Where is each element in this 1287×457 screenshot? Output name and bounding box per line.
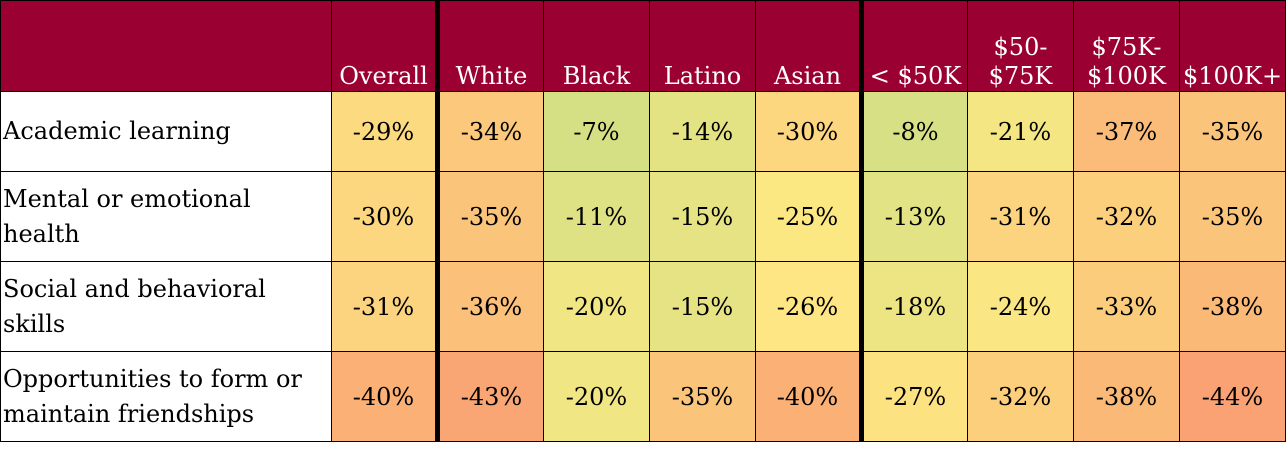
- heatmap-cell: -35%: [435, 171, 544, 262]
- heatmap-cell: -35%: [1179, 91, 1286, 172]
- heatmap-cell: -15%: [649, 261, 756, 352]
- table-row: Opportunities to form or maintain friend…: [0, 351, 1286, 442]
- heatmap-cell: -43%: [435, 351, 544, 442]
- heatmap-cell: -38%: [1073, 351, 1180, 442]
- heatmap-cell: -20%: [543, 351, 650, 442]
- heatmap-cell: -14%: [649, 91, 756, 172]
- heatmap-cell: -11%: [543, 171, 650, 262]
- column-header: Latino: [649, 0, 756, 92]
- row-label: Academic learning: [0, 91, 332, 172]
- column-header: $75K- $100K: [1073, 0, 1180, 92]
- column-header: Asian: [755, 0, 862, 92]
- heatmap-cell: -44%: [1179, 351, 1286, 442]
- column-header: $50- $75K: [967, 0, 1074, 92]
- heatmap-cell: -8%: [859, 91, 968, 172]
- heatmap-cell: -30%: [331, 171, 438, 262]
- heatmap-cell: -36%: [435, 261, 544, 352]
- heatmap-cell: -15%: [649, 171, 756, 262]
- header-corner: [0, 0, 332, 92]
- heatmap-cell: -24%: [967, 261, 1074, 352]
- heatmap-cell: -13%: [859, 171, 968, 262]
- heatmap-cell: -31%: [967, 171, 1074, 262]
- heatmap-cell: -40%: [755, 351, 862, 442]
- heatmap-cell: -31%: [331, 261, 438, 352]
- header-row: Overall White Black Latino Asian < $50K $50- $…: [0, 0, 1286, 92]
- heatmap-cell: -32%: [1073, 171, 1180, 262]
- heatmap-cell: -7%: [543, 91, 650, 172]
- column-header: White: [435, 0, 544, 92]
- heatmap-cell: -18%: [859, 261, 968, 352]
- table-row: Academic learning -29% -34% -7% -14% -30% -8% -…: [0, 91, 1286, 172]
- heatmap-cell: -21%: [967, 91, 1074, 172]
- heatmap-cell: -35%: [649, 351, 756, 442]
- heatmap-table: Overall White Black Latino Asian < $50K $50- $…: [0, 0, 1286, 442]
- heatmap-cell: -30%: [755, 91, 862, 172]
- heatmap-cell: -38%: [1179, 261, 1286, 352]
- heatmap-cell: -32%: [967, 351, 1074, 442]
- heatmap-cell: -26%: [755, 261, 862, 352]
- heatmap-cell: -35%: [1179, 171, 1286, 262]
- heatmap-cell: -20%: [543, 261, 650, 352]
- column-header: Overall: [331, 0, 438, 92]
- heatmap-cell: -33%: [1073, 261, 1180, 352]
- row-label: Mental or emotional health: [0, 171, 332, 262]
- heatmap-cell: -40%: [331, 351, 438, 442]
- table-row: Mental or emotional health -30% -35% -11% -1…: [0, 171, 1286, 262]
- row-label: Social and behavioral skills: [0, 261, 332, 352]
- column-header: Black: [543, 0, 650, 92]
- column-header: < $50K: [859, 0, 968, 92]
- heatmap-cell: -25%: [755, 171, 862, 262]
- heatmap-cell: -37%: [1073, 91, 1180, 172]
- row-label: Opportunities to form or maintain friend…: [0, 351, 332, 442]
- heatmap-cell: -27%: [859, 351, 968, 442]
- heatmap-cell: -29%: [331, 91, 438, 172]
- column-header: $100K+: [1179, 0, 1286, 92]
- heatmap-cell: -34%: [435, 91, 544, 172]
- table-row: Social and behavioral skills -31% -36% -20%…: [0, 261, 1286, 352]
